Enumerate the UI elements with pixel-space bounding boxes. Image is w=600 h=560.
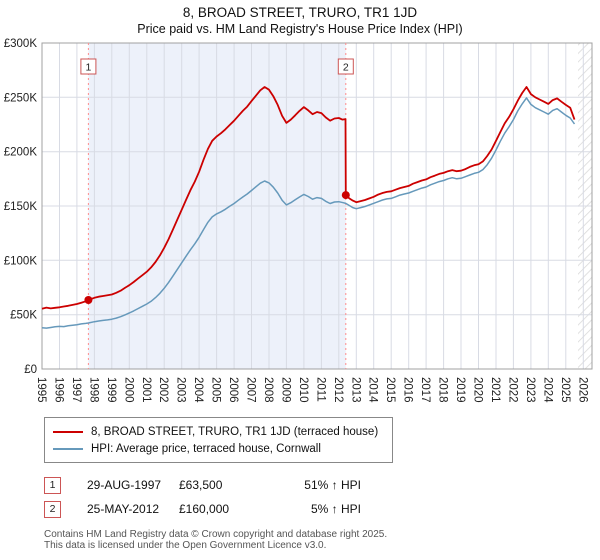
x-axis-tick-label: 2013 <box>349 377 361 403</box>
transaction-hpi-delta: 5% ↑ HPI <box>310 502 361 516</box>
sale-point-dot <box>84 296 93 304</box>
x-axis-tick-label: 2018 <box>437 377 449 403</box>
x-axis-tick-label: 1997 <box>70 377 82 403</box>
x-axis-tick-label: 2016 <box>402 377 414 403</box>
x-axis-tick-label: 1996 <box>53 377 65 403</box>
x-axis-tick-label: 2019 <box>454 377 466 403</box>
sale-marker-box <box>80 58 97 75</box>
y-axis-tick-label: £0 <box>24 364 37 376</box>
transaction-date: 25-MAY-2012 <box>87 502 160 516</box>
x-axis-tick-label: 2025 <box>559 377 571 403</box>
x-axis-tick-label: 2012 <box>332 377 344 403</box>
y-axis-tick-label: £50K <box>10 310 37 322</box>
footer-line-2: This data is licensed under the Open Gov… <box>44 540 327 551</box>
x-axis-tick-label: 2020 <box>472 377 484 403</box>
x-axis-tick-label: 2010 <box>297 377 309 403</box>
sale-marker-number: 2 <box>343 62 349 74</box>
price-paid-line <box>41 86 576 310</box>
transaction-hpi-delta: 51% ↑ HPI <box>304 478 361 492</box>
sale-marker-box <box>337 58 354 75</box>
sale-point-dot <box>341 191 350 200</box>
footer-line-1: Contains HM Land Registry data © Crown c… <box>44 529 388 540</box>
attribution-footer: Contains HM Land Registry data © Crown c… <box>44 529 600 551</box>
legend-label: 8, BROAD STREET, TRURO, TR1 1JD (terrace… <box>91 425 379 438</box>
transaction-row: 2 25-MAY-2012 £160,000 5% ↑ HPI <box>44 497 600 521</box>
transaction-price: £63,500 <box>179 478 223 492</box>
x-axis-tick-label: 1995 <box>35 377 47 403</box>
x-axis-tick-label: 2011 <box>314 377 326 402</box>
x-axis-tick-label: 2022 <box>506 377 518 403</box>
x-axis-tick-label: 2023 <box>524 377 536 403</box>
hpi-line <box>41 97 576 329</box>
page-title: 8, BROAD STREET, TRURO, TR1 1JD <box>182 5 418 20</box>
y-axis-tick-label: £250K <box>4 92 38 104</box>
x-axis-tick-label: 2007 <box>245 377 257 403</box>
x-axis-tick-label: 2026 <box>576 377 588 403</box>
x-axis-tick-label: 2006 <box>227 377 239 403</box>
page-subtitle: Price paid vs. HM Land Registry's House … <box>137 22 463 36</box>
legend-item: HPI: Average price, terraced house, Corn… <box>53 440 378 457</box>
transaction-list: 1 29-AUG-1997 £63,500 51% ↑ HPI 2 25-MAY-2012… <box>44 473 600 521</box>
x-axis-tick-label: 2008 <box>262 377 274 403</box>
x-axis-tick-label: 2002 <box>157 377 169 403</box>
legend-label: HPI: Average price, terraced house, Corn… <box>91 442 321 455</box>
x-axis-tick-label: 2001 <box>140 377 152 403</box>
x-axis-tick-label: 1999 <box>105 377 117 403</box>
x-axis-tick-label: 2005 <box>210 377 222 403</box>
legend-line-swatch <box>53 430 83 433</box>
x-axis-tick-label: 2017 <box>419 377 431 403</box>
chart-legend: 8, BROAD STREET, TRURO, TR1 1JD (terrace… <box>44 417 394 463</box>
chart-header: 8, BROAD STREET, TRURO, TR1 1JD Price pa… <box>0 0 600 37</box>
x-axis-tick-label: 2024 <box>541 377 553 403</box>
y-axis-tick-label: £150K <box>4 201 38 213</box>
y-axis-tick-label: £300K <box>4 38 38 50</box>
y-axis-tick-label: £200K <box>4 147 38 159</box>
y-axis-tick-label: £100K <box>4 255 38 267</box>
x-axis-tick-label: 1998 <box>87 377 99 403</box>
transaction-number-badge: 1 <box>44 476 61 494</box>
x-axis-tick-label: 2003 <box>175 377 187 403</box>
sale-marker-number: 1 <box>85 62 91 74</box>
x-axis-tick-label: 2015 <box>384 377 396 403</box>
legend-item: 8, BROAD STREET, TRURO, TR1 1JD (terrace… <box>53 423 378 440</box>
transaction-number-badge: 2 <box>44 500 61 518</box>
x-axis-tick-label: 2009 <box>279 377 291 403</box>
transaction-date: 29-AUG-1997 <box>87 478 162 492</box>
transaction-row: 1 29-AUG-1997 £63,500 51% ↑ HPI <box>44 473 600 497</box>
x-axis-tick-label: 2004 <box>192 377 204 403</box>
x-axis-tick-label: 2000 <box>122 377 134 403</box>
legend-line-swatch <box>53 447 83 450</box>
x-axis-tick-label: 2014 <box>367 377 379 403</box>
transaction-price: £160,000 <box>179 502 230 516</box>
price-history-chart: 1 2 £0 £50K £100K £150K £200K £250K £300K 1995 199… <box>4 38 593 403</box>
x-axis-tick-label: 2021 <box>489 377 501 403</box>
